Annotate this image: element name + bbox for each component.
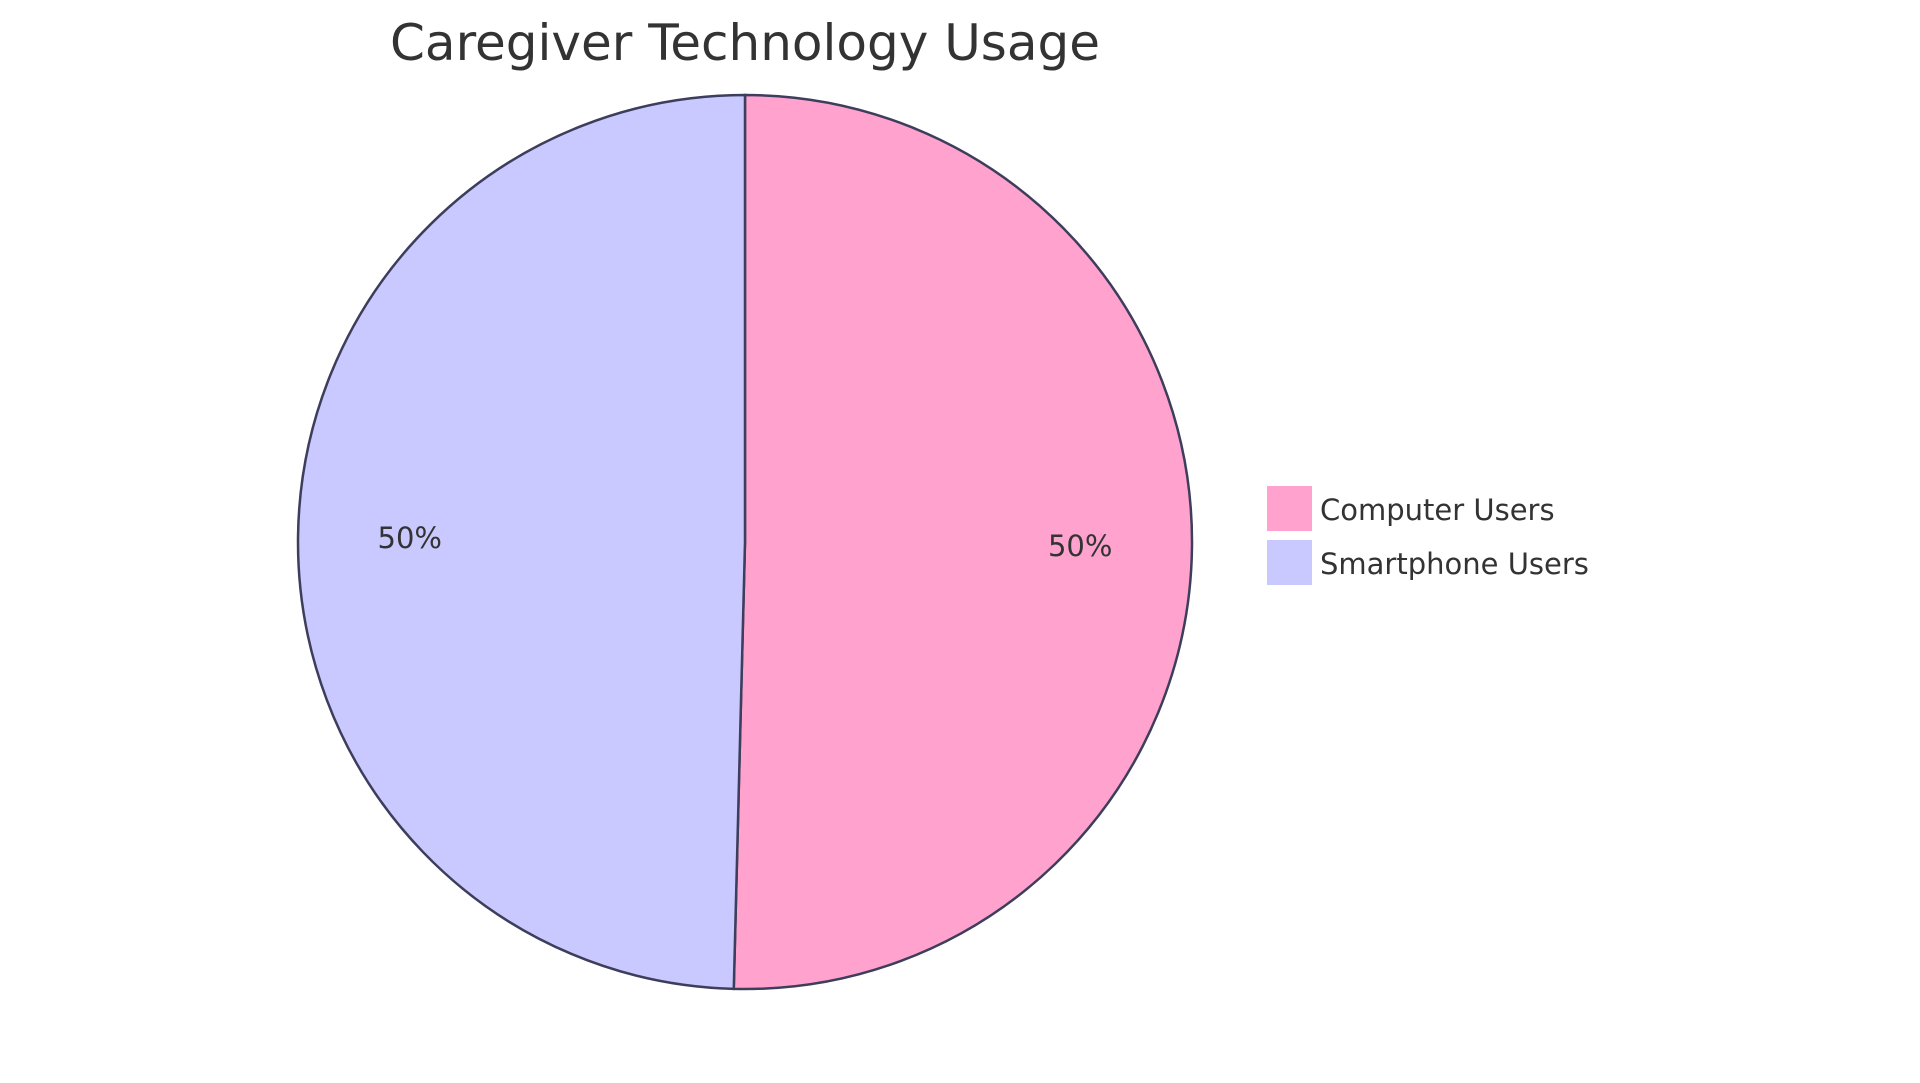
- legend-swatch: [1267, 486, 1312, 531]
- legend-label: Computer Users: [1320, 493, 1555, 527]
- legend: Computer Users Smartphone Users: [1267, 486, 1589, 585]
- slice-labels: 50% 50%: [378, 521, 1113, 563]
- pie-slice-smartphone-users: [296, 93, 747, 991]
- pie-slices: [296, 93, 1194, 991]
- slice-percent-label: 50%: [378, 521, 442, 555]
- slice-percent-label: 50%: [1048, 529, 1112, 563]
- legend-label: Smartphone Users: [1320, 547, 1589, 581]
- pie-slice-computer-users: [732, 93, 1194, 991]
- legend-swatch: [1267, 540, 1312, 585]
- chart-title: Caregiver Technology Usage: [390, 14, 1100, 72]
